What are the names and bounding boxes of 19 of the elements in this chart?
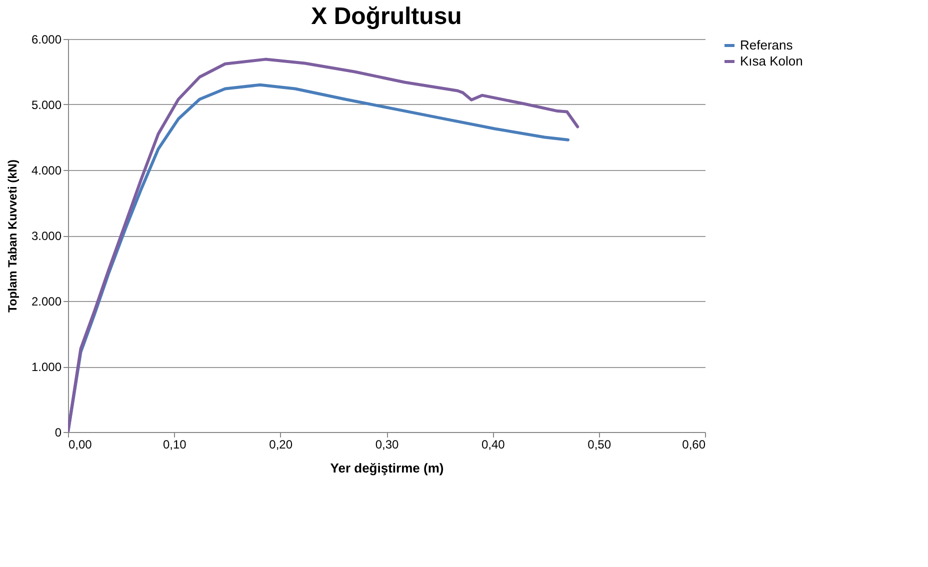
x-tick-label: 0,50 — [588, 438, 612, 452]
y-tick-label: 2.000 — [31, 294, 62, 308]
x-axis-title: Yer değiştirme (m) — [330, 460, 444, 476]
x-tick-label: 0,40 — [481, 438, 506, 452]
y-tick-label: 4.000 — [31, 164, 62, 178]
x-tick-label: 0,30 — [375, 438, 399, 452]
y-tick-label: 6.000 — [31, 32, 62, 46]
chart-title: X Doğrultusu — [311, 3, 462, 30]
x-tick-label: 0,20 — [269, 438, 293, 452]
x-tick-label: 0,00 — [68, 438, 92, 452]
y-tick-label: 1.000 — [31, 360, 62, 374]
legend-label: Kısa Kolon — [740, 54, 803, 68]
x-tick-label: 0,60 — [682, 438, 706, 452]
y-tick-label: 5.000 — [31, 98, 62, 112]
y-tick-label: 0 — [54, 426, 62, 440]
y-axis-title: Toplam Taban Kuvveti (kN) — [5, 160, 20, 312]
legend-label: Referans — [740, 38, 794, 52]
x-tick-label: 0,10 — [162, 438, 187, 452]
y-tick-label: 3.000 — [31, 229, 62, 243]
